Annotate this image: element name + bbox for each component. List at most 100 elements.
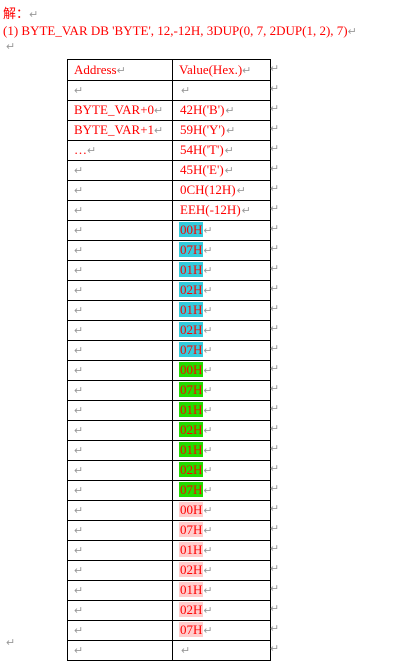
table-row: ↵ 01H↵ [67, 300, 271, 321]
value-cell: 01H↵ [172, 440, 271, 461]
cell-mark-icon: ↵ [226, 125, 236, 137]
cell-mark-icon: ↵ [203, 325, 213, 337]
value-cell: 0CH(12H)↵ [172, 180, 271, 201]
value-text: 45H('E') [180, 162, 224, 177]
cell-mark-icon: ↵ [74, 645, 84, 657]
value-text: 02H [179, 602, 204, 617]
address-cell: ↵ [67, 80, 173, 101]
row-end-mark-icon: ↵ [270, 283, 280, 295]
row-end-mark-icon: ↵ [270, 243, 280, 255]
value-cell: EEH(-12H)↵ [172, 200, 271, 221]
instruction-line: (1) BYTE_VAR DB 'BYTE', 12,-12H, 3DUP(0,… [3, 23, 411, 39]
table-row: ↵ 01H↵ [67, 540, 271, 561]
address-cell: ↵ [67, 340, 173, 361]
address-cell: ↵ [67, 280, 173, 301]
cell-mark-icon: ↵ [203, 545, 213, 557]
cell-mark-icon: ↵ [74, 285, 84, 297]
value-cell: 02H↵ [172, 460, 271, 481]
address-cell: ↵ [67, 400, 173, 421]
table-row: ↵ 02H↵ [67, 460, 271, 481]
cell-mark-icon: ↵ [74, 165, 84, 177]
cell-mark-icon: ↵ [203, 525, 213, 537]
paragraph-mark-icon: ↵ [29, 8, 39, 21]
value-text: 42H('B') [180, 102, 225, 117]
address-cell: ↵ [67, 540, 173, 561]
cell-mark-icon: ↵ [236, 185, 246, 197]
row-end-mark-icon: ↵ [270, 203, 280, 215]
cell-mark-icon: ↵ [203, 345, 213, 357]
header-address: Address↵ [67, 59, 173, 81]
table-row: ↵ 01H↵ [67, 400, 271, 421]
table-row: ↵ 0CH(12H)↵ [67, 180, 271, 201]
cell-mark-icon: ↵ [203, 425, 213, 437]
empty-paragraph-mark-icon: ↵ [6, 41, 16, 53]
cell-mark-icon: ↵ [74, 345, 84, 357]
cell-mark-icon: ↵ [203, 585, 213, 597]
value-text: 0CH(12H) [180, 182, 236, 197]
address-cell: ↵ [67, 260, 173, 281]
value-cell: 02H↵ [172, 420, 271, 441]
table-row: BYTE_VAR+1↵ 59H('Y')↵ [67, 120, 271, 141]
cell-mark-icon: ↵ [241, 205, 251, 217]
value-text: EEH(-12H) [180, 202, 241, 217]
table-row: ↵ 02H↵ [67, 600, 271, 621]
table-row: ↵ 07H↵ [67, 340, 271, 361]
address-text: BYTE_VAR+1 [74, 122, 155, 137]
cell-mark-icon: ↵ [74, 245, 84, 257]
end-paragraph-mark-icon: ↵ [6, 637, 16, 649]
table-row: ↵ 01H↵ [67, 580, 271, 601]
cell-mark-icon: ↵ [203, 505, 213, 517]
cell-mark-icon: ↵ [154, 125, 164, 137]
cell-mark-icon: ↵ [203, 285, 213, 297]
row-end-mark-icon: ↵ [270, 623, 280, 635]
table-row: ↵ ↵ [67, 640, 271, 661]
row-end-mark-icon: ↵ [270, 603, 280, 615]
row-end-mark-icon: ↵ [270, 123, 280, 135]
address-cell: ↵ [67, 500, 173, 521]
cell-mark-icon: ↵ [74, 325, 84, 337]
cell-mark-icon: ↵ [74, 485, 84, 497]
value-cell: 00H↵ [172, 220, 271, 241]
row-end-mark-icon: ↵ [270, 543, 280, 555]
value-cell: 02H↵ [172, 280, 271, 301]
table-header-row: Address↵ Value(Hex.)↵ [67, 59, 271, 81]
value-text: 00H [179, 362, 204, 377]
cell-mark-icon: ↵ [87, 145, 97, 157]
value-cell: ↵ [172, 80, 271, 101]
cell-mark-icon: ↵ [74, 225, 84, 237]
table-row: ↵ 02H↵ [67, 280, 271, 301]
value-text: 00H [179, 222, 204, 237]
value-cell: 42H('B')↵ [172, 100, 271, 121]
value-cell: 00H↵ [172, 360, 271, 381]
table-row: ↵ 07H↵ [67, 480, 271, 501]
value-text: 01H [179, 442, 204, 457]
cell-mark-icon: ↵ [203, 225, 213, 237]
address-cell: ↵ [67, 300, 173, 321]
address-cell: ↵ [67, 600, 173, 621]
row-end-mark-icon: ↵ [270, 523, 280, 535]
table-row: BYTE_VAR+0↵ 42H('B')↵ [67, 100, 271, 121]
value-text: 07H [179, 622, 204, 637]
cell-mark-icon: ↵ [203, 365, 213, 377]
cell-mark-icon: ↵ [74, 525, 84, 537]
value-cell: 02H↵ [172, 560, 271, 581]
value-text: 02H [179, 562, 204, 577]
value-text: 00H [179, 502, 204, 517]
table-row: ↵ 01H↵ [67, 260, 271, 281]
cell-mark-icon: ↵ [181, 645, 191, 657]
value-text: 01H [179, 582, 204, 597]
address-cell: ↵ [67, 460, 173, 481]
row-end-mark-icon: ↵ [270, 223, 280, 235]
row-end-mark-icon: ↵ [270, 423, 280, 435]
row-end-mark-icon: ↵ [270, 583, 280, 595]
cell-mark-icon: ↵ [242, 64, 252, 77]
cell-mark-icon: ↵ [74, 265, 84, 277]
address-cell: ↵ [67, 520, 173, 541]
table-row: ↵ 01H↵ [67, 440, 271, 461]
value-text: 07H [179, 242, 204, 257]
value-cell: 02H↵ [172, 320, 271, 341]
value-text: 02H [179, 282, 204, 297]
address-cell: ↵ [67, 380, 173, 401]
value-cell: ↵ [172, 640, 271, 661]
row-end-mark-icon: ↵ [270, 143, 280, 155]
